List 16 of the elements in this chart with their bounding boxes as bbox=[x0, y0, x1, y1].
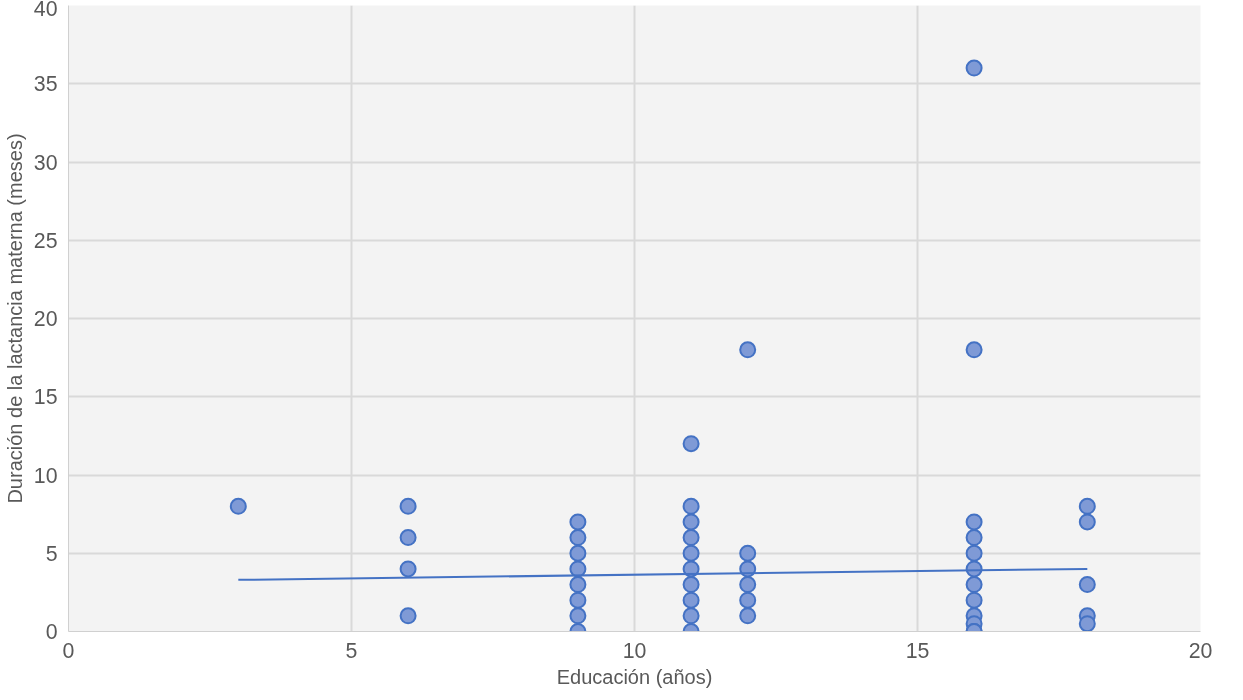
y-tick-label: 35 bbox=[33, 72, 58, 97]
x-axis-title: Educación (años) bbox=[556, 665, 713, 688]
y-tick-label: 0 bbox=[45, 620, 58, 644]
y-tick-label: 40 bbox=[33, 0, 58, 21]
y-tick-label: 20 bbox=[33, 307, 58, 331]
x-tick-label: 20 bbox=[1188, 638, 1213, 663]
x-tick-label: 10 bbox=[622, 638, 647, 663]
x-tick-label: 0 bbox=[62, 638, 75, 663]
y-axis-title: Duración de la lactancia materna (meses) bbox=[3, 133, 26, 504]
x-tick-label: 15 bbox=[905, 638, 930, 663]
y-tick-label: 15 bbox=[33, 385, 58, 410]
y-tick-label: 5 bbox=[45, 541, 58, 566]
y-tick-label: 10 bbox=[33, 463, 58, 488]
x-tick-label: 5 bbox=[345, 638, 358, 663]
y-tick-label: 25 bbox=[33, 228, 58, 253]
y-tick-label: 30 bbox=[33, 150, 58, 175]
